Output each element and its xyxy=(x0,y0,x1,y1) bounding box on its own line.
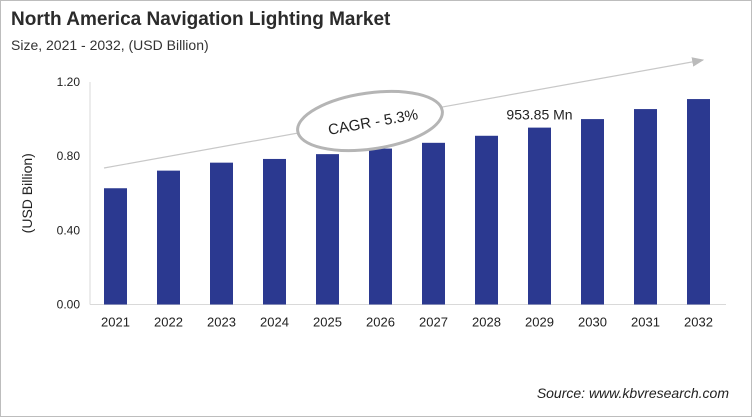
x-tick-label: 2029 xyxy=(525,315,554,330)
bar-2030 xyxy=(581,119,604,305)
y-axis-label: (USD Billion) xyxy=(19,153,35,233)
bar-2021 xyxy=(104,188,127,305)
x-tick-label: 2026 xyxy=(366,315,395,330)
x-tick-label: 2028 xyxy=(472,315,501,330)
bar-2032 xyxy=(687,99,710,305)
x-tick-label: 2022 xyxy=(154,315,183,330)
chart-subtitle: Size, 2021 - 2032, (USD Billion) xyxy=(11,37,209,53)
bar-2027 xyxy=(422,142,445,305)
chart-title: North America Navigation Lighting Market xyxy=(11,9,391,30)
x-tick-label: 2024 xyxy=(260,315,289,330)
x-tick-label: 2025 xyxy=(313,315,342,330)
bar-2025 xyxy=(316,154,339,305)
x-tick-label: 2027 xyxy=(419,315,448,330)
bar-2031 xyxy=(634,109,657,305)
source-note: Source: www.kbvresearch.com xyxy=(536,385,729,401)
x-tick-label: 2031 xyxy=(631,315,660,330)
bar-2028 xyxy=(475,135,498,305)
bar-2024 xyxy=(263,158,286,305)
x-tick-label: 2023 xyxy=(207,315,236,330)
data-label: 953.85 Mn xyxy=(506,107,572,123)
bar-2029 xyxy=(528,127,551,305)
y-tick-label: 0.00 xyxy=(57,298,81,312)
cagr-ellipse xyxy=(296,89,444,153)
bar-2026 xyxy=(369,148,392,305)
x-tick-label: 2021 xyxy=(101,315,130,330)
y-tick-label: 0.40 xyxy=(57,223,81,237)
y-tick-label: 0.80 xyxy=(57,149,81,163)
x-tick-label: 2032 xyxy=(684,315,713,330)
bar-2023 xyxy=(210,162,233,305)
y-tick-label: 1.20 xyxy=(57,75,81,89)
x-tick-label: 2030 xyxy=(578,315,607,330)
bar-2022 xyxy=(157,170,180,305)
